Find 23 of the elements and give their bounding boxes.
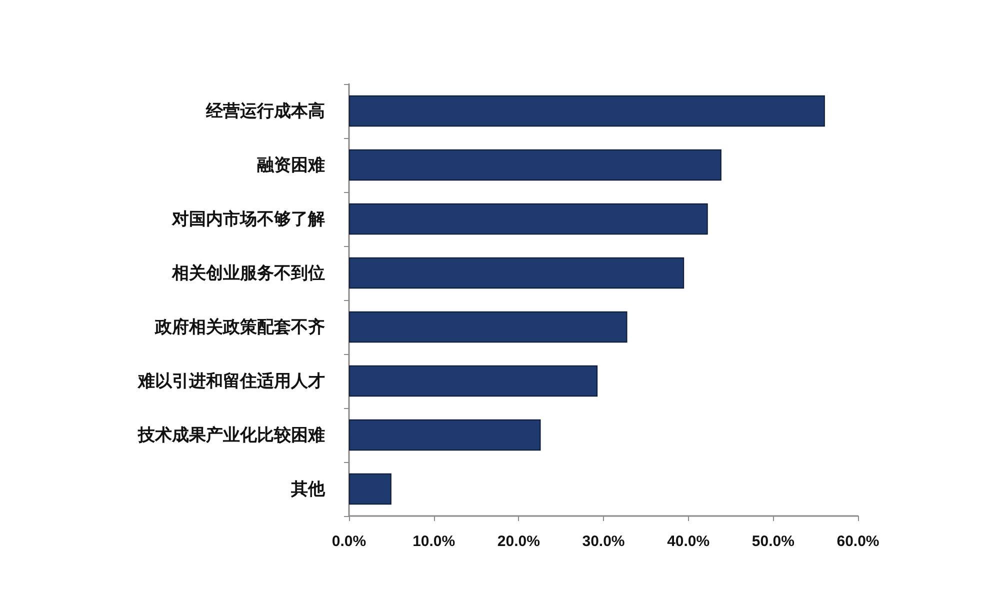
x-tick-label: 40.0% (667, 533, 710, 550)
y-tick-label: 相关创业服务不到位 (171, 264, 325, 282)
y-tick-label: 其他 (290, 480, 326, 498)
y-tick-label: 技术成果产业化比较困难 (137, 426, 325, 444)
y-tick-label: 对国内市场不够了解 (171, 210, 325, 228)
bar (349, 149, 722, 181)
bar (349, 419, 541, 451)
bar (349, 95, 825, 127)
x-tick-label: 0.0% (332, 533, 366, 550)
x-tick-label: 60.0% (836, 533, 880, 550)
y-tick-label: 难以引进和留住适用人才 (137, 372, 325, 390)
y-tick-label: 政府相关政策配套不齐 (154, 318, 325, 336)
x-tick-label: 30.0% (582, 533, 625, 550)
y-tick-label: 融资困难 (257, 156, 325, 174)
bar (349, 257, 684, 289)
bar (349, 473, 392, 505)
bar (349, 203, 708, 235)
x-tick-label: 50.0% (752, 533, 794, 550)
bar (349, 365, 598, 397)
y-tick-label: 经营运行成本高 (205, 102, 325, 120)
x-tick-label: 10.0% (412, 533, 456, 550)
bar (349, 311, 628, 343)
x-tick-label: 20.0% (497, 533, 540, 550)
